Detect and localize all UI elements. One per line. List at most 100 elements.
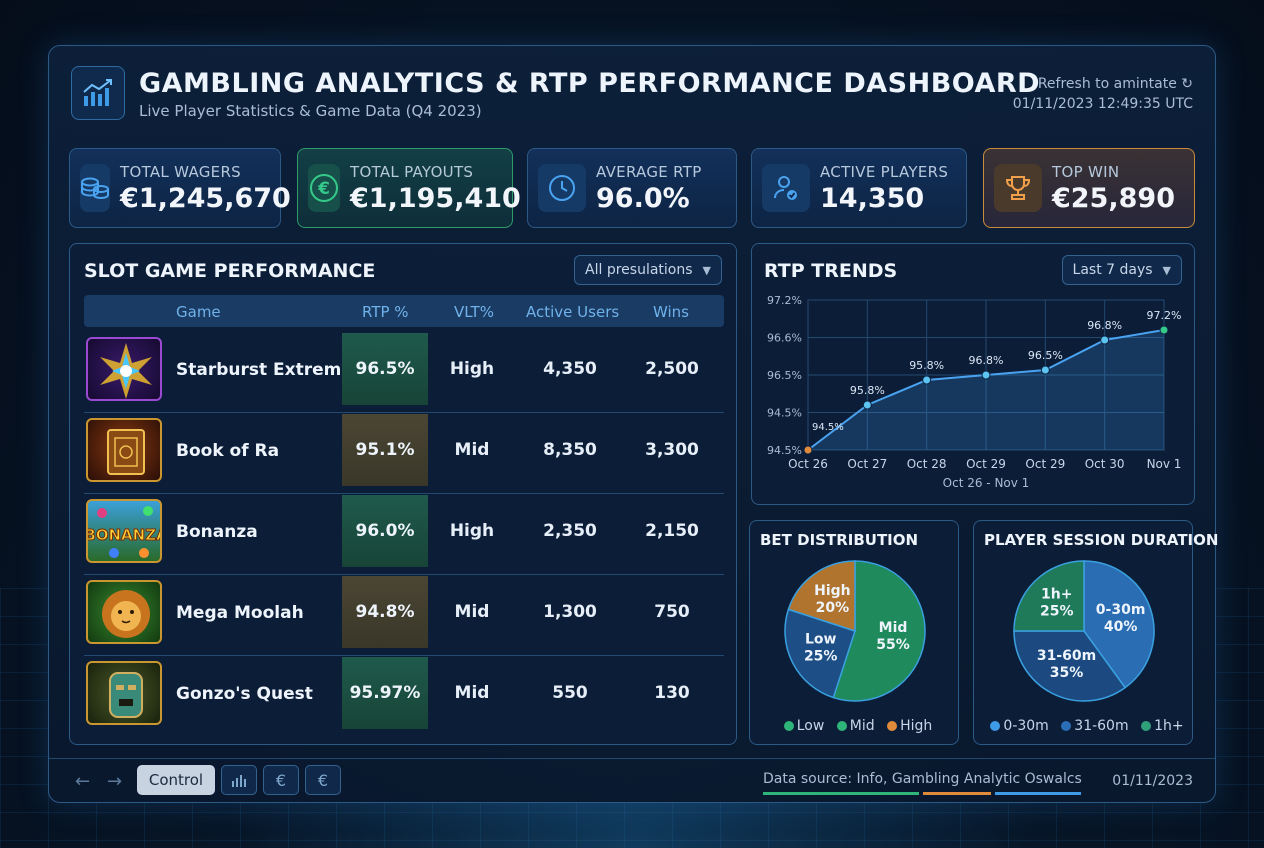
active-users-value: 1,300 (543, 602, 597, 622)
forward-arrow-icon[interactable]: → (107, 771, 123, 792)
data-point[interactable] (1100, 335, 1110, 345)
control-button[interactable]: Control (137, 765, 215, 795)
slice-label: 20% (816, 600, 850, 616)
date-range-dropdown[interactable]: Last 7 days ▼ (1061, 255, 1182, 285)
refresh-button[interactable]: Refresh to amintate ↻ (1038, 76, 1193, 92)
wins-value: 3,300 (645, 440, 699, 460)
bet-distribution-panel: BET DISTRIBUTION Mid 55% Low 25% High 20% Low… (749, 520, 959, 745)
euro-icon[interactable]: € (305, 765, 341, 795)
wins-value: 2,500 (645, 359, 699, 379)
legend-label: Mid (849, 718, 875, 734)
filter-value: All presulations (585, 262, 693, 278)
table-row[interactable]: Starburst Extreme 96.5% High 4,350 2,500 (84, 333, 724, 413)
x-tick-label: Oct 28 (907, 457, 947, 471)
refresh-icon: ↻ (1181, 76, 1193, 92)
analytics-logo-icon (71, 66, 125, 120)
kpi-label: ACTIVE PLAYERS (820, 162, 949, 181)
footer-toolbar: ← → Control € € Data source: Info, Gambl… (49, 758, 1215, 804)
bonanza-thumbnail: BONANZA (86, 499, 162, 563)
kpi-value: €1,245,670 (120, 182, 291, 214)
legend-dot (1141, 721, 1152, 731)
pie-slice-mid[interactable] (832, 560, 926, 702)
bonanza-logo-text: BONANZA (88, 526, 162, 544)
area-fill (808, 330, 1164, 450)
data-point[interactable] (803, 445, 813, 455)
active-users-value: 2,350 (543, 521, 597, 541)
pie-slice-0-30m[interactable] (1083, 560, 1155, 689)
table-row[interactable]: BONANZA Bonanza 96.0% High 2,350 2,150 (84, 495, 724, 575)
data-label: 95.8% (850, 384, 885, 397)
slice-label: 31-60m (1037, 648, 1096, 664)
mega-moolah-thumbnail (86, 580, 162, 644)
kpi-value: €1,195,410 (350, 182, 521, 214)
panel-title: PLAYER SESSION DURATION (984, 531, 1219, 549)
euro-icon[interactable]: € (263, 765, 299, 795)
data-point[interactable] (862, 400, 872, 410)
pie-slice-high[interactable] (787, 560, 856, 633)
slice-label: 55% (876, 637, 910, 653)
kpi-total-payouts: € TOTAL PAYOUTS €1,195,410 (297, 148, 521, 228)
euro-icon: € (308, 164, 340, 212)
book-of-ra-thumbnail (86, 418, 162, 482)
x-axis-label: Oct 26 - Nov 1 (943, 476, 1030, 490)
gonzos-quest-thumbnail (86, 661, 162, 725)
kpi-label: TOTAL WAGERS (120, 162, 242, 181)
rtp-value: 96.5% (342, 333, 428, 405)
data-point[interactable] (981, 370, 991, 380)
data-label: 97.2% (1147, 309, 1182, 322)
rtp-value: 95.97% (342, 657, 428, 729)
trophy-icon (994, 164, 1042, 212)
clock-icon (538, 164, 586, 212)
game-name: Book of Ra (176, 441, 280, 461)
rtp-value: 94.8% (342, 576, 428, 648)
pie-slice-31-60m[interactable] (1013, 630, 1127, 702)
dashboard-window: GAMBLING ANALYTICS & RTP PERFORMANCE DAS… (48, 45, 1219, 804)
panel-title: SLOT GAME PERFORMANCE (84, 260, 376, 282)
refresh-label: Refresh to amintate (1037, 76, 1177, 92)
table-row[interactable]: Mega Moolah 94.8% Mid 1,300 750 (84, 576, 724, 656)
kpi-label: TOTAL PAYOUTS (350, 162, 474, 181)
data-label: 96.8% (969, 354, 1004, 367)
filter-dropdown[interactable]: All presulations ▼ (574, 255, 722, 285)
legend-label: 1h+ (1154, 718, 1184, 734)
volatility-value: Mid (454, 602, 490, 622)
data-point[interactable] (922, 375, 932, 385)
column-header-wins[interactable]: Wins (653, 303, 689, 321)
column-header-active-users[interactable]: Active Users (526, 303, 620, 321)
data-point[interactable] (1159, 325, 1169, 335)
kpi-total-wagers: TOTAL WAGERS €1,245,670 (69, 148, 291, 228)
rtp-value: 95.1% (342, 414, 428, 486)
table-row[interactable]: Gonzo's Quest 95.97% Mid 550 130 (84, 657, 724, 737)
source-bar-orange (923, 792, 991, 795)
pie-slice-1h-[interactable] (1013, 560, 1085, 632)
table-row[interactable]: Book of Ra 95.1% Mid 8,350 3,300 (84, 414, 724, 494)
column-header-rtp[interactable]: RTP % (362, 303, 409, 321)
data-source-text: Data source: Info, Gambling Analytic Osw… (763, 771, 1082, 787)
chevron-down-icon: ▼ (1162, 263, 1171, 277)
slice-label: 25% (804, 648, 838, 664)
data-point[interactable] (1040, 365, 1050, 375)
column-header-game[interactable]: Game (176, 303, 221, 321)
chart-legend: Low Mid High (750, 718, 958, 734)
slice-label: High (814, 583, 851, 599)
kpi-label: AVERAGE RTP (596, 162, 702, 181)
pie-slice-low[interactable] (784, 608, 856, 699)
legend-dot (783, 721, 794, 731)
active-users-value: 550 (552, 683, 588, 703)
wins-value: 750 (654, 602, 690, 622)
bar-chart-icon[interactable] (221, 765, 257, 795)
x-tick-label: Nov 1 (1147, 457, 1182, 471)
game-name: Gonzo's Quest (176, 684, 313, 704)
timestamp: 01/11/2023 12:49:35 UTC (1012, 96, 1193, 112)
slice-label: 1h+ (1041, 587, 1072, 603)
data-label: 96.8% (1087, 319, 1122, 332)
rtp-trends-panel: RTP TRENDS Last 7 days ▼ 97.2% 96.6% 96.5%… (751, 243, 1195, 505)
chevron-down-icon: ▼ (702, 263, 711, 277)
volatility-value: High (449, 359, 495, 379)
column-header-vlt[interactable]: VLT% (454, 303, 494, 321)
page-subtitle: Live Player Statistics & Game Data (Q4 2… (139, 102, 482, 120)
back-arrow-icon[interactable]: ← (75, 771, 91, 792)
slice-label: Low (805, 631, 837, 647)
coins-icon (80, 164, 110, 212)
